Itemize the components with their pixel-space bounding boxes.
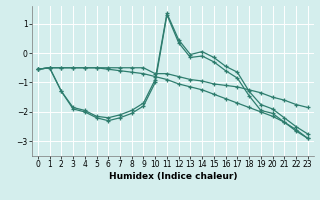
X-axis label: Humidex (Indice chaleur): Humidex (Indice chaleur) [108,172,237,181]
